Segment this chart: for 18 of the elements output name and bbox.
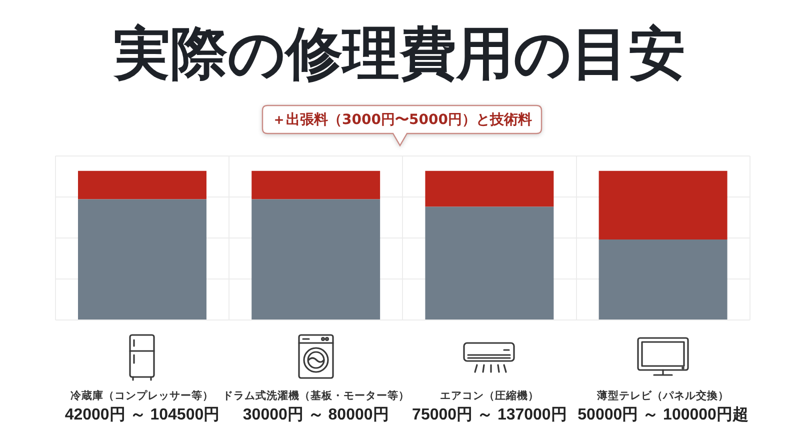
bar	[252, 170, 380, 200]
bar	[78, 199, 206, 320]
bar	[598, 239, 728, 320]
bar	[425, 170, 554, 207]
text: 75000円 ～ 137000円	[412, 406, 567, 424]
text: ＋出張料（3000円〜5000円）と技術料	[272, 111, 532, 130]
bar	[252, 199, 380, 320]
bar	[78, 170, 206, 200]
x-tick-label: ドラム式洗濯機（基板・モーター等）	[222, 389, 410, 402]
x-tick-label: エアコン（圧縮機）	[440, 389, 539, 402]
bar	[425, 206, 554, 320]
chart-title: 実際の修理費用の目安	[112, 21, 686, 87]
text: 42000円 ～ 104500円	[64, 406, 220, 424]
x-tick-label: 薄型テレビ（パネル交換）	[596, 389, 730, 402]
x-tick-label: 冷蔵庫（コンプレッサー等）	[70, 389, 214, 402]
bar	[598, 170, 728, 240]
text: 50000円 ～ 100000円超	[578, 405, 748, 424]
text: 30000円 ～ 80000円	[242, 406, 389, 424]
